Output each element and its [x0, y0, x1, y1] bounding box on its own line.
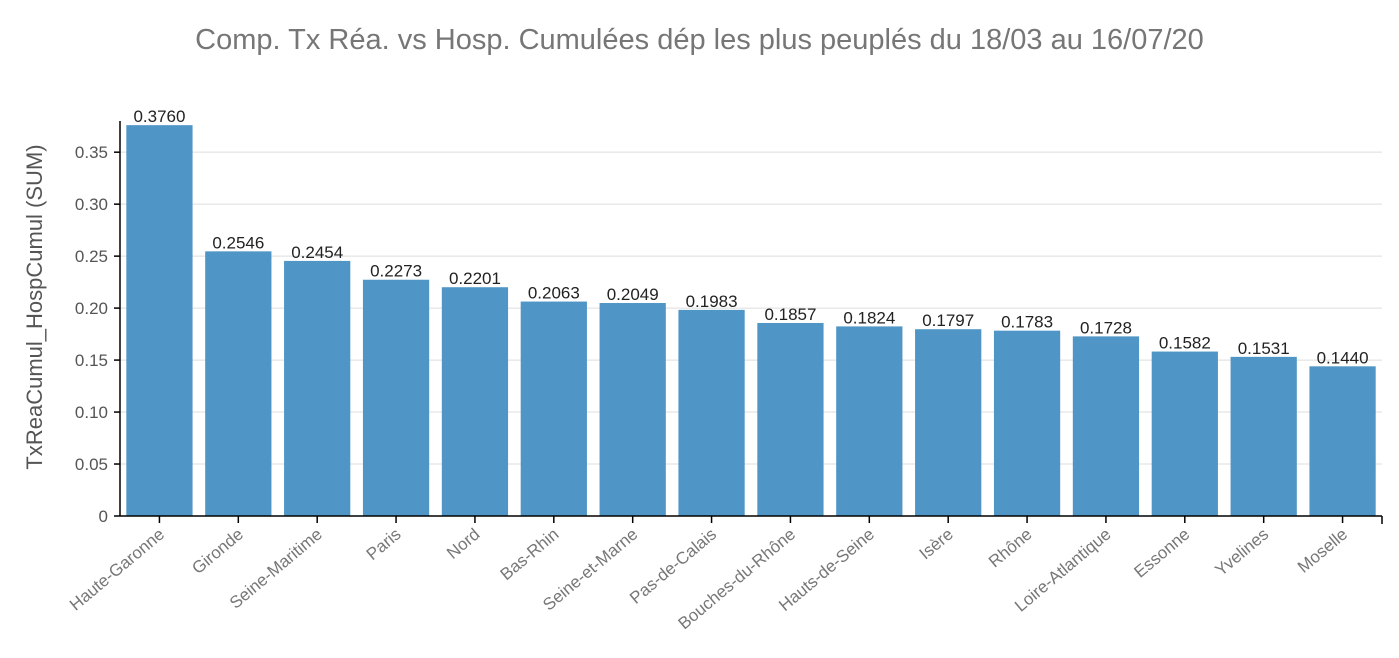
- bar: [757, 322, 824, 516]
- data-label: 0.2049: [607, 285, 659, 304]
- bar: [284, 260, 351, 516]
- chart-title: Comp. Tx Réa. vs Hosp. Cumulées dép les …: [195, 24, 1204, 56]
- data-label: 0.2454: [291, 243, 343, 262]
- data-label: 0.1983: [686, 292, 738, 311]
- data-label: 0.1582: [1159, 334, 1211, 353]
- data-label: 0.1783: [1001, 313, 1053, 332]
- y-tick-label: 0.15: [75, 351, 108, 370]
- data-label: 0.2546: [212, 233, 264, 252]
- bar: [836, 326, 903, 516]
- data-label: 0.3760: [133, 107, 185, 126]
- bar: [1151, 351, 1218, 516]
- data-label: 0.2273: [370, 262, 422, 281]
- y-tick-label: 0.05: [75, 455, 108, 474]
- y-tick-label: 0: [99, 507, 108, 526]
- data-label: 0.1728: [1080, 318, 1132, 337]
- data-label: 0.1440: [1317, 348, 1369, 367]
- bars: [126, 125, 1376, 516]
- bar: [993, 330, 1061, 516]
- bar: [205, 251, 272, 516]
- data-label: 0.2201: [449, 269, 501, 288]
- y-tick-label: 0.30: [75, 195, 108, 214]
- x-tick-label: Rhône: [985, 525, 1036, 572]
- bar: [126, 125, 193, 516]
- bar: [1230, 356, 1297, 516]
- data-labels: 0.3760 0.2546 0.2454 0.2273 0.2201 0.2063 0.20…: [133, 107, 1368, 367]
- y-tick-label: 0.20: [75, 299, 108, 318]
- x-tick-label: Moselle: [1294, 525, 1351, 577]
- data-label: 0.1797: [922, 311, 974, 330]
- data-label: 0.1857: [764, 305, 816, 324]
- y-tick-label: 0.35: [75, 143, 108, 162]
- x-tick-label: Paris: [363, 525, 405, 564]
- data-label: 0.1531: [1238, 339, 1290, 358]
- bar: [1072, 336, 1140, 516]
- x-tick-label: Isère: [916, 525, 957, 564]
- x-tick-label: Bas-Rhin: [497, 525, 563, 584]
- x-tick-label: Yvelines: [1212, 525, 1273, 580]
- x-tick-label: Essonne: [1130, 525, 1193, 582]
- bar: [362, 279, 430, 516]
- y-axis: 0 0.05 0.10 0.15 0.20 0.25 0.30 0.35: [75, 121, 121, 526]
- bar: [520, 301, 587, 516]
- data-label: 0.2063: [528, 284, 580, 303]
- x-tick-label: Gironde: [188, 525, 247, 578]
- x-tick-label: Nord: [443, 525, 483, 563]
- y-tick-label: 0.25: [75, 247, 108, 266]
- bar: [678, 309, 745, 516]
- bar: [441, 287, 509, 516]
- x-tick-label: Haute-Garonne: [66, 525, 168, 615]
- bar: [1309, 366, 1376, 516]
- y-tick-label: 0.10: [75, 403, 108, 422]
- bar: [599, 303, 666, 516]
- y-axis-title: TxReaCumul_HospCumul (SUM): [22, 144, 47, 469]
- bar: [915, 329, 982, 516]
- data-label: 0.1824: [843, 308, 895, 327]
